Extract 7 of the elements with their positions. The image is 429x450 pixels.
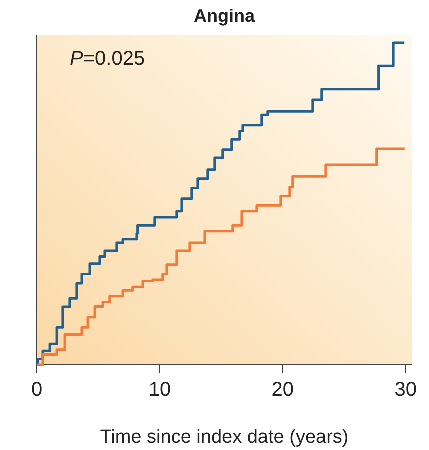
x-tick-label: 0 (31, 379, 43, 401)
chart-title: Angina (194, 6, 256, 26)
annotation: P=0.025 (70, 48, 146, 70)
x-tick-label: 30 (394, 379, 417, 401)
x-tick-label: 20 (272, 379, 294, 401)
x-tick-label: 10 (148, 379, 172, 401)
x-axis-title: Time since index date (years) (100, 427, 349, 448)
